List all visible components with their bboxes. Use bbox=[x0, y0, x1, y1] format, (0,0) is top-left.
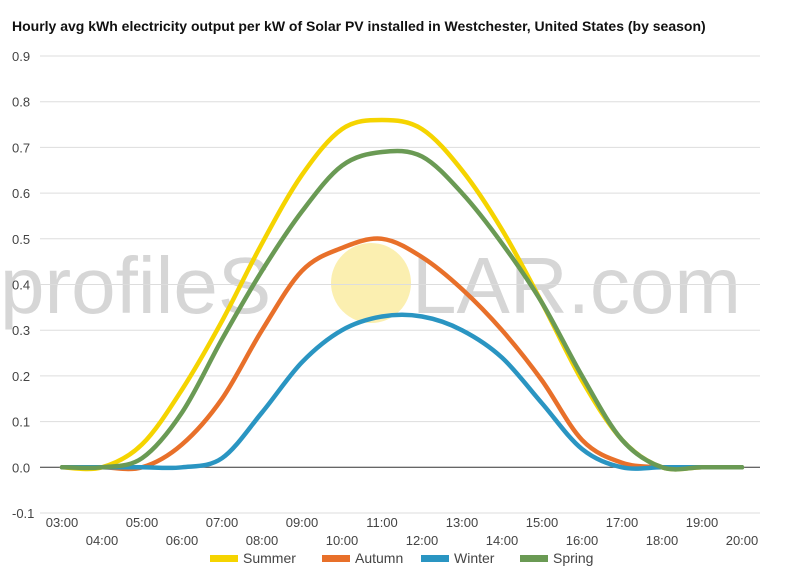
legend-item-autumn[interactable]: Autumn bbox=[322, 550, 403, 566]
legend-label: Winter bbox=[454, 550, 495, 566]
y-tick-label: 0.3 bbox=[12, 323, 30, 338]
x-tick-label: 10:00 bbox=[326, 533, 359, 548]
y-tick-label: 0.5 bbox=[12, 232, 30, 247]
x-tick-label: 04:00 bbox=[86, 533, 119, 548]
y-tick-label: 0.0 bbox=[12, 460, 30, 475]
legend: Summer Autumn Winter Spring bbox=[210, 550, 593, 566]
legend-label: Summer bbox=[243, 550, 296, 566]
watermark-text-left: profileS bbox=[0, 241, 271, 330]
series-line-autumn bbox=[59, 236, 745, 472]
legend-label: Spring bbox=[553, 550, 593, 566]
x-tick-label: 08:00 bbox=[246, 533, 279, 548]
legend-swatch bbox=[210, 555, 238, 562]
x-tick-label: 17:00 bbox=[606, 515, 639, 530]
legend-swatch bbox=[421, 555, 449, 562]
chart-title: Hourly avg kWh electricity output per kW… bbox=[12, 18, 706, 34]
y-tick-label: 0.4 bbox=[12, 278, 30, 293]
x-tick-label: 15:00 bbox=[526, 515, 559, 530]
legend-label: Autumn bbox=[355, 550, 403, 566]
legend-item-summer[interactable]: Summer bbox=[210, 550, 296, 566]
x-tick-label: 11:00 bbox=[366, 515, 398, 530]
watermark-sun bbox=[331, 243, 411, 323]
x-tick-label: 16:00 bbox=[566, 533, 599, 548]
y-tick-label: 0.9 bbox=[12, 49, 30, 64]
x-tick-label: 09:00 bbox=[286, 515, 319, 530]
series-line-winter bbox=[59, 312, 745, 471]
x-tick-label: 14:00 bbox=[486, 533, 519, 548]
axis-labels: -0.1 0.0 0.1 0.2 0.3 0.4 0.5 0.6 0.7 0.8 0.9 03:00 0… bbox=[12, 49, 758, 548]
x-tick-label: 12:00 bbox=[406, 533, 439, 548]
x-tick-label: 18:00 bbox=[646, 533, 679, 548]
watermark-text-right: LAR.com bbox=[412, 241, 741, 330]
x-tick-label: 03:00 bbox=[46, 515, 79, 530]
x-tick-label: 20:00 bbox=[726, 533, 759, 548]
x-tick-label: 05:00 bbox=[126, 515, 159, 530]
y-tick-label: 0.1 bbox=[12, 415, 30, 430]
series-lines bbox=[59, 117, 745, 472]
y-tick-label: 0.2 bbox=[12, 369, 30, 384]
y-tick-label: 0.8 bbox=[12, 95, 30, 110]
legend-swatch bbox=[520, 555, 548, 562]
x-tick-label: 13:00 bbox=[446, 515, 479, 530]
legend-swatch bbox=[322, 555, 350, 562]
y-tick-label: 0.6 bbox=[12, 186, 30, 201]
y-tick-label: 0.7 bbox=[12, 140, 30, 155]
legend-item-winter[interactable]: Winter bbox=[421, 550, 495, 566]
y-tick-label: -0.1 bbox=[12, 506, 34, 521]
series-line-spring bbox=[59, 148, 745, 472]
x-tick-label: 07:00 bbox=[206, 515, 239, 530]
grid bbox=[40, 55, 760, 514]
x-tick-label: 19:00 bbox=[686, 515, 719, 530]
x-tick-label: 06:00 bbox=[166, 533, 199, 548]
legend-item-spring[interactable]: Spring bbox=[520, 550, 593, 566]
